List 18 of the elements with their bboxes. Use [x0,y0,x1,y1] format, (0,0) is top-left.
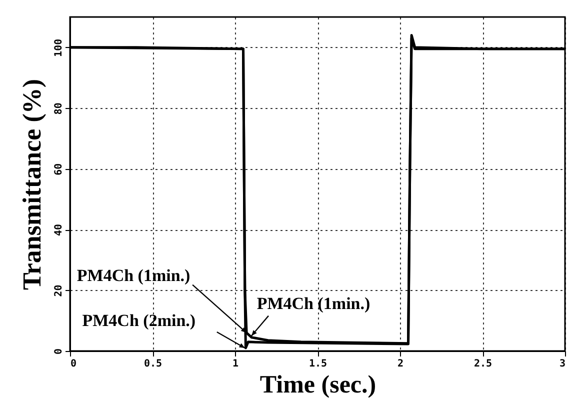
x-tick-label: 1.5 [308,358,328,370]
annotation: PM4Ch (2min.) [82,310,196,330]
y-tick-label: 60 [54,163,64,176]
x-tick-label: 0.5 [144,358,162,370]
x-axis-title: Time (sec.) [260,372,376,398]
y-tick-label: 20 [54,284,64,297]
y-tick-label: 0 [54,348,64,355]
x-tick-label: 3 [559,358,566,370]
x-tick-label: 1 [232,358,239,370]
x-tick-label: 2 [397,358,404,370]
y-tick-label: 40 [54,224,64,236]
x-tick-label: 0 [70,358,77,370]
annotation: PM4Ch (1min.) [256,294,370,313]
y-tick-label: 80 [54,102,64,115]
y-axis-title: Transmittance (%) [18,78,46,290]
x-tick-label: 2.5 [474,358,492,370]
y-tick-label: 100 [54,38,64,57]
annotation: PM4Ch (1min.) [76,266,190,285]
